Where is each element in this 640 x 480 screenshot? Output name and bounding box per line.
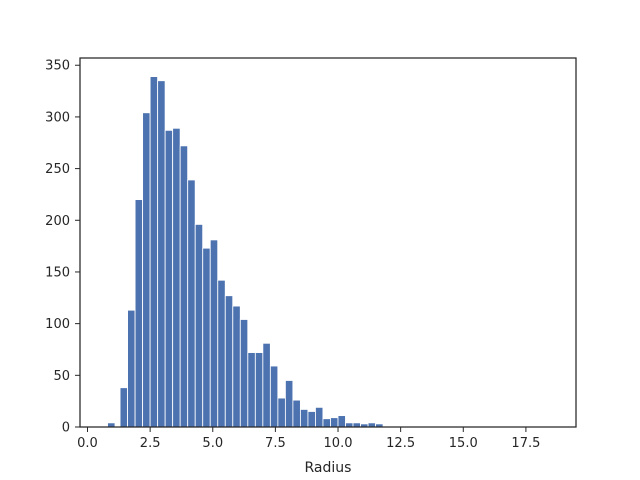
histogram-bar bbox=[300, 409, 309, 428]
x-tick-label: 15.0 bbox=[449, 436, 478, 451]
y-tick-label: 50 bbox=[53, 369, 70, 384]
histogram-bar bbox=[134, 199, 143, 428]
histogram-bar bbox=[337, 415, 346, 428]
y-tick-label: 150 bbox=[45, 265, 70, 280]
histogram-bar bbox=[179, 145, 189, 428]
histogram-bar bbox=[232, 305, 241, 428]
plot-frame bbox=[79, 57, 577, 428]
histogram-bar bbox=[187, 179, 196, 428]
y-axis-ticks: 0 50 100 150 200 250 300 350 bbox=[45, 59, 80, 436]
histogram-bar bbox=[315, 406, 324, 428]
histogram-bar bbox=[157, 80, 166, 428]
histogram-bar bbox=[164, 129, 174, 428]
x-tick-label: 7.5 bbox=[265, 436, 286, 451]
x-axis-label: Radius bbox=[305, 460, 352, 476]
histogram-bar bbox=[194, 224, 204, 428]
histogram-bar bbox=[247, 352, 256, 428]
histogram-bar bbox=[330, 417, 339, 428]
histogram-bar bbox=[209, 239, 219, 428]
x-tick-label: 2.5 bbox=[140, 436, 161, 451]
histogram-bar bbox=[285, 380, 294, 428]
y-tick-label: 0 bbox=[62, 421, 70, 436]
histogram-bar bbox=[277, 397, 286, 428]
y-tick-label: 300 bbox=[45, 110, 70, 125]
x-tick-label: 0.0 bbox=[77, 436, 98, 451]
histogram-bar bbox=[149, 76, 158, 428]
y-tick-label: 200 bbox=[45, 214, 70, 229]
histogram-bar bbox=[119, 387, 128, 428]
histogram-bar bbox=[254, 352, 264, 428]
histogram-bar bbox=[322, 418, 331, 428]
histogram-bar bbox=[224, 295, 234, 428]
histogram-bar bbox=[142, 112, 151, 428]
y-tick-label: 250 bbox=[45, 162, 70, 177]
x-tick-label: 5.0 bbox=[202, 436, 223, 451]
histogram-bar bbox=[292, 399, 301, 428]
x-tick-label: 12.5 bbox=[386, 436, 415, 451]
histogram-bar bbox=[202, 247, 211, 428]
histogram-bar bbox=[307, 411, 316, 428]
y-tick-label: 350 bbox=[45, 59, 70, 74]
histogram-bar bbox=[217, 279, 226, 428]
histogram-bar bbox=[172, 127, 181, 428]
histogram-bar bbox=[127, 309, 136, 428]
x-tick-label: 10.0 bbox=[324, 436, 353, 451]
histogram-bars bbox=[107, 76, 384, 428]
x-tick-label: 17.5 bbox=[511, 436, 540, 451]
histogram-bar bbox=[239, 319, 249, 428]
x-axis-ticks: 0.0 2.5 5.0 7.5 10.0 12.5 15.0 17.5 bbox=[77, 427, 540, 451]
histogram-bar bbox=[269, 365, 279, 428]
histogram-bar bbox=[262, 342, 271, 428]
y-tick-label: 100 bbox=[45, 317, 70, 332]
